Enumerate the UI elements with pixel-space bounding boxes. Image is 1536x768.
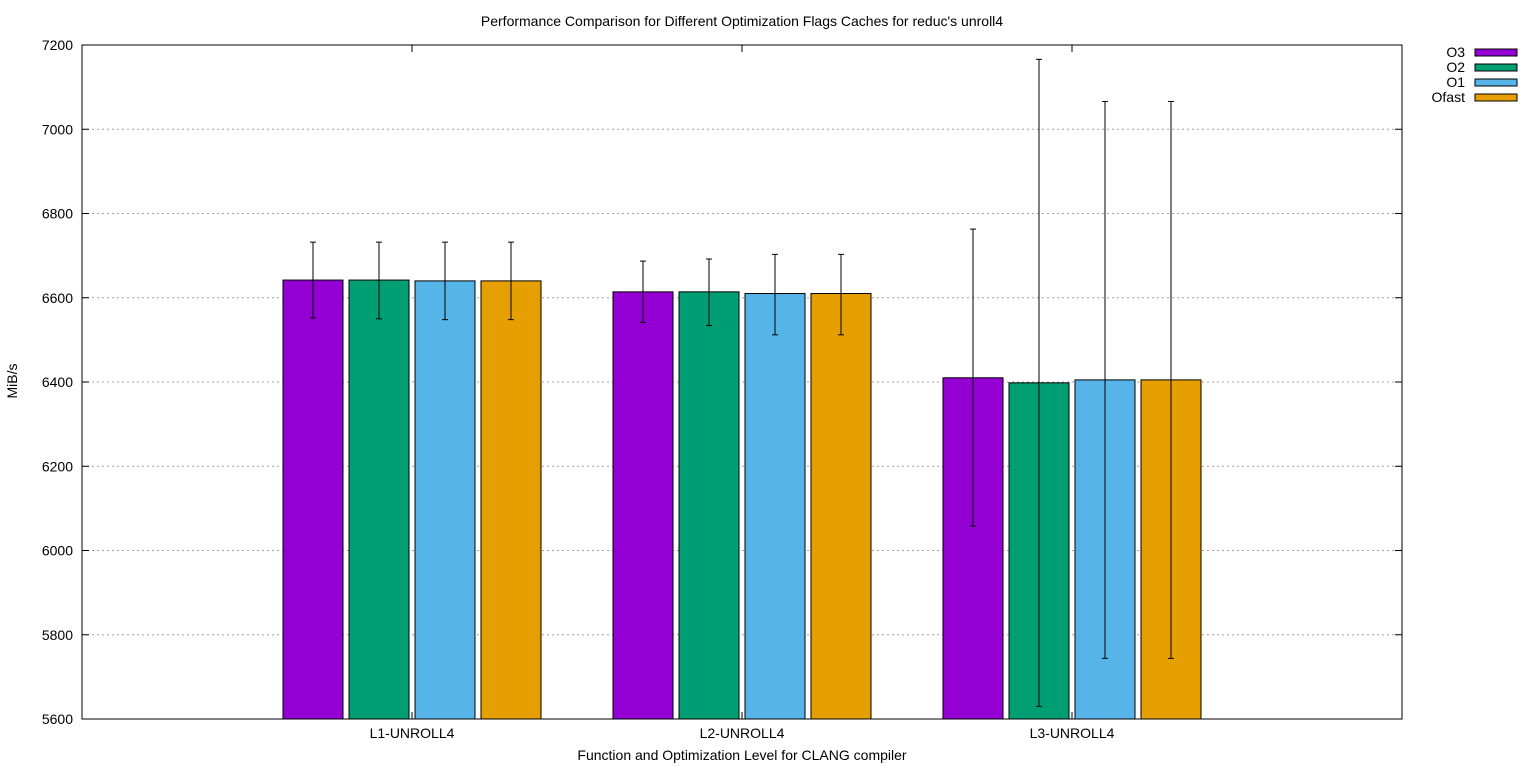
y-tick-label: 7200 bbox=[42, 37, 73, 53]
legend-swatch-o3 bbox=[1474, 48, 1518, 57]
bar-ofast-l2-unroll4 bbox=[810, 293, 872, 720]
bar-o3-l2-unroll4 bbox=[612, 291, 674, 720]
bar-o3-l1-unroll4 bbox=[282, 279, 344, 720]
y-tick-label: 5600 bbox=[42, 711, 73, 727]
y-tick-label: 6200 bbox=[42, 458, 73, 474]
y-axis-ticks: 5600 5800 6000 6200 6400 6600 6800 7000 7200 bbox=[42, 37, 1402, 727]
x-axis-label: Function and Optimization Level for CLAN… bbox=[577, 747, 906, 763]
bar-o2-l1-unroll4 bbox=[348, 279, 410, 720]
bar-o1-l1-unroll4 bbox=[414, 280, 476, 720]
y-tick-label: 6400 bbox=[42, 374, 73, 390]
x-tick-label: L3-UNROLL4 bbox=[1030, 725, 1115, 741]
x-axis-ticks: L1-UNROLL4 L2-UNROLL4 L3-UNROLL4 bbox=[370, 45, 1115, 741]
y-axis-label: MiB/s bbox=[4, 364, 20, 399]
bar-o1-l2-unroll4 bbox=[744, 293, 806, 720]
legend-label-o1: O1 bbox=[1446, 74, 1465, 90]
chart-title: Performance Comparison for Different Opt… bbox=[481, 13, 1003, 29]
legend-label-ofast: Ofast bbox=[1432, 89, 1466, 105]
gridlines bbox=[82, 128, 1402, 636]
bar-ofast-l1-unroll4 bbox=[480, 280, 542, 720]
legend-label-o3: O3 bbox=[1446, 44, 1465, 60]
legend-label-o2: O2 bbox=[1446, 59, 1465, 75]
error-bars bbox=[310, 58, 1174, 707]
y-tick-label: 6800 bbox=[42, 206, 73, 222]
x-tick-label: L2-UNROLL4 bbox=[700, 725, 785, 741]
y-tick-label: 7000 bbox=[42, 121, 73, 137]
y-tick-label: 6000 bbox=[42, 543, 73, 559]
legend-swatch-o1 bbox=[1474, 78, 1518, 87]
bars bbox=[282, 279, 1202, 720]
legend-swatch-o2 bbox=[1474, 63, 1518, 72]
legend-swatch-ofast bbox=[1474, 93, 1518, 102]
bar-o2-l2-unroll4 bbox=[678, 291, 740, 720]
y-tick-label: 6600 bbox=[42, 290, 73, 306]
x-tick-label: L1-UNROLL4 bbox=[370, 725, 455, 741]
y-tick-label: 5800 bbox=[42, 627, 73, 643]
